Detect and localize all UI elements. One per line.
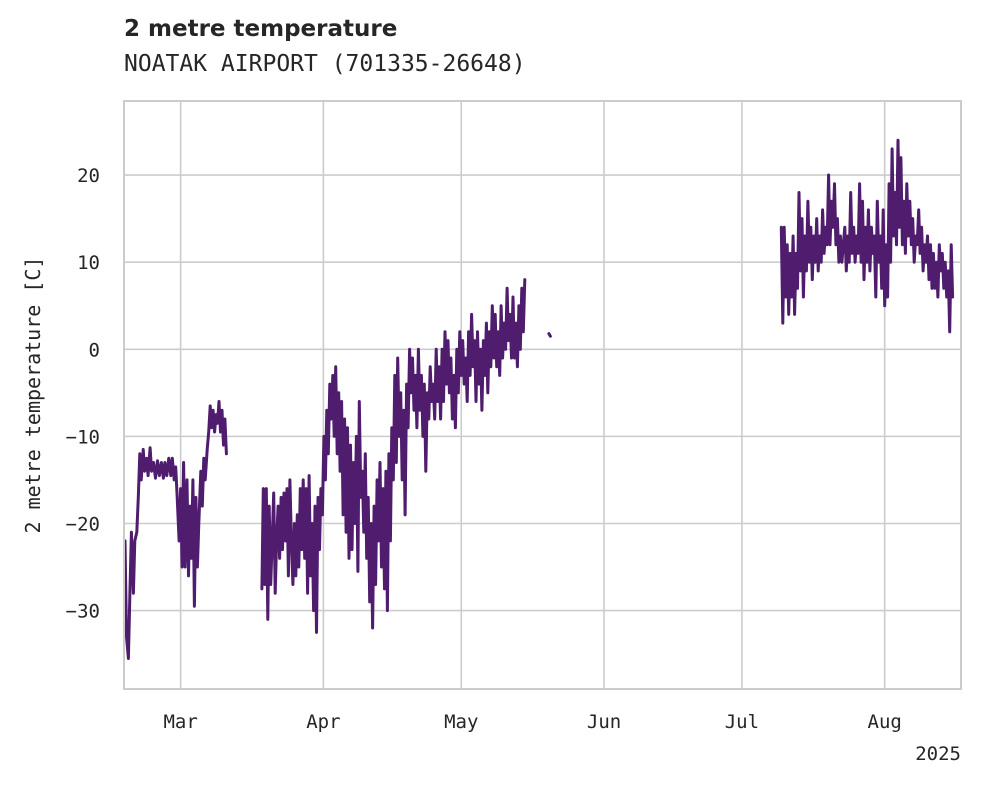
x-tick-label: Apr (306, 711, 340, 733)
temperature-line-segment-4 (779, 138, 955, 334)
y-tick-label: 20 (77, 165, 100, 187)
x-tick-label: Jun (587, 711, 621, 733)
series-lines (123, 138, 955, 660)
year-label: 2025 (915, 743, 961, 765)
grid (124, 101, 961, 689)
x-tick-label: Jul (725, 711, 759, 733)
y-axis-label: 2 metre temperature [C] (21, 257, 45, 534)
temperature-line-segment-3 (547, 332, 552, 338)
temperature-line-segment-2 (260, 278, 527, 634)
x-tick-label: Aug (868, 711, 902, 733)
y-tick-label: 10 (77, 252, 100, 274)
x-tick-label: Mar (163, 711, 197, 733)
y-tick-label: 0 (89, 339, 100, 361)
y-tick-label: −20 (66, 513, 100, 535)
plot-frame (123, 100, 962, 690)
y-tick-label: −10 (66, 426, 100, 448)
x-axis: Mar Apr May Jun Jul Aug (163, 711, 901, 733)
x-tick-label: May (444, 711, 478, 733)
y-tick-label: −30 (66, 601, 100, 623)
chart-title: 2 metre temperature (124, 16, 398, 42)
temperature-line-segment-1 (123, 400, 228, 660)
chart-subtitle: NOATAK AIRPORT (701335-26648) (124, 51, 526, 77)
y-axis: −30 −20 −10 0 10 20 (66, 165, 100, 623)
